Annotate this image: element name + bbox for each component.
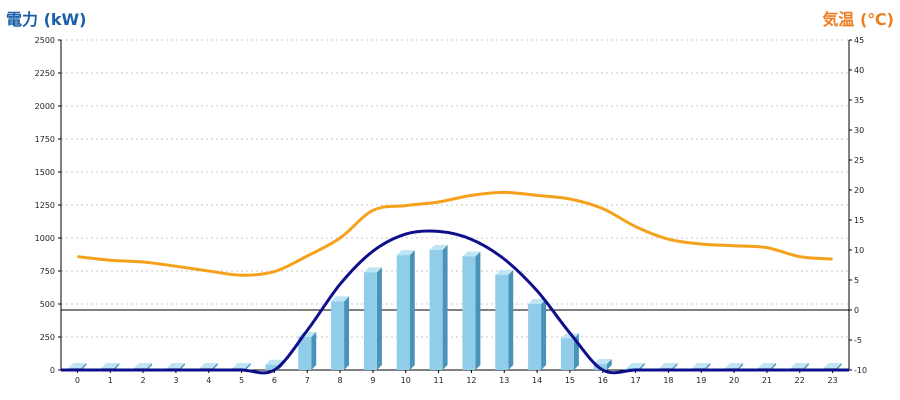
x-tick-label: 18: [663, 376, 673, 385]
x-tick-label: 5: [239, 376, 244, 385]
right-axis-title: 気温 (℃): [822, 10, 894, 29]
right-tick-label: 25: [854, 156, 864, 165]
x-tick-label: 15: [565, 376, 575, 385]
x-tick-label: 11: [433, 376, 443, 385]
x-tick-label: 0: [75, 376, 80, 385]
bar: [560, 333, 579, 370]
power-line: [60, 229, 849, 375]
x-tick-label: 16: [598, 376, 608, 385]
right-tick-label: 0: [854, 306, 859, 315]
x-tick-label: 8: [338, 376, 343, 385]
right-tick-label: 35: [854, 96, 864, 105]
left-tick-label: 500: [40, 300, 55, 309]
right-tick-label: 45: [854, 36, 864, 45]
x-tick-label: 21: [762, 376, 772, 385]
x-tick-label: 13: [499, 376, 509, 385]
x-tick-label: 12: [466, 376, 476, 385]
right-tick-label: -10: [854, 366, 867, 375]
left-tick-label: 750: [40, 267, 55, 276]
bar: [462, 251, 481, 370]
left-tick-label: 2250: [35, 69, 55, 78]
x-tick-label: 20: [729, 376, 739, 385]
right-tick-label: 40: [854, 66, 864, 75]
right-tick-label: 15: [854, 216, 864, 225]
bar: [363, 267, 382, 370]
x-tick-label: 17: [630, 376, 640, 385]
bar: [396, 250, 415, 370]
x-tick-label: 4: [206, 376, 211, 385]
left-tick-label: 2500: [35, 36, 55, 45]
x-tick-label: 7: [305, 376, 310, 385]
left-tick-label: 1250: [35, 201, 55, 210]
right-tick-label: 5: [854, 276, 859, 285]
x-tick-label: 10: [401, 376, 411, 385]
x-tick-label: 6: [272, 376, 277, 385]
x-tick-label: 22: [795, 376, 805, 385]
x-tick-label: 9: [370, 376, 375, 385]
bar: [298, 332, 317, 370]
bar: [528, 299, 547, 370]
left-tick-label: 1500: [35, 168, 55, 177]
left-axis-title: 電力 (kW): [6, 10, 87, 29]
right-tick-label: 30: [854, 126, 864, 135]
x-tick-label: 3: [173, 376, 178, 385]
x-tick-label: 19: [696, 376, 706, 385]
left-tick-label: 1000: [35, 234, 55, 243]
bar: [331, 296, 350, 370]
bar: [429, 244, 448, 370]
left-tick-label: 0: [50, 366, 55, 375]
x-tick-label: 2: [141, 376, 146, 385]
left-tick-label: 1750: [35, 135, 55, 144]
right-tick-label: 10: [854, 246, 864, 255]
left-tick-label: 250: [40, 333, 55, 342]
temperature-line: [77, 190, 833, 277]
right-tick-label: 20: [854, 186, 864, 195]
right-tick-label: -5: [854, 336, 862, 345]
x-tick-label: 1: [108, 376, 113, 385]
left-tick-label: 2000: [35, 102, 55, 111]
bar: [495, 269, 514, 370]
x-tick-label: 23: [827, 376, 837, 385]
x-tick-label: 14: [532, 376, 542, 385]
